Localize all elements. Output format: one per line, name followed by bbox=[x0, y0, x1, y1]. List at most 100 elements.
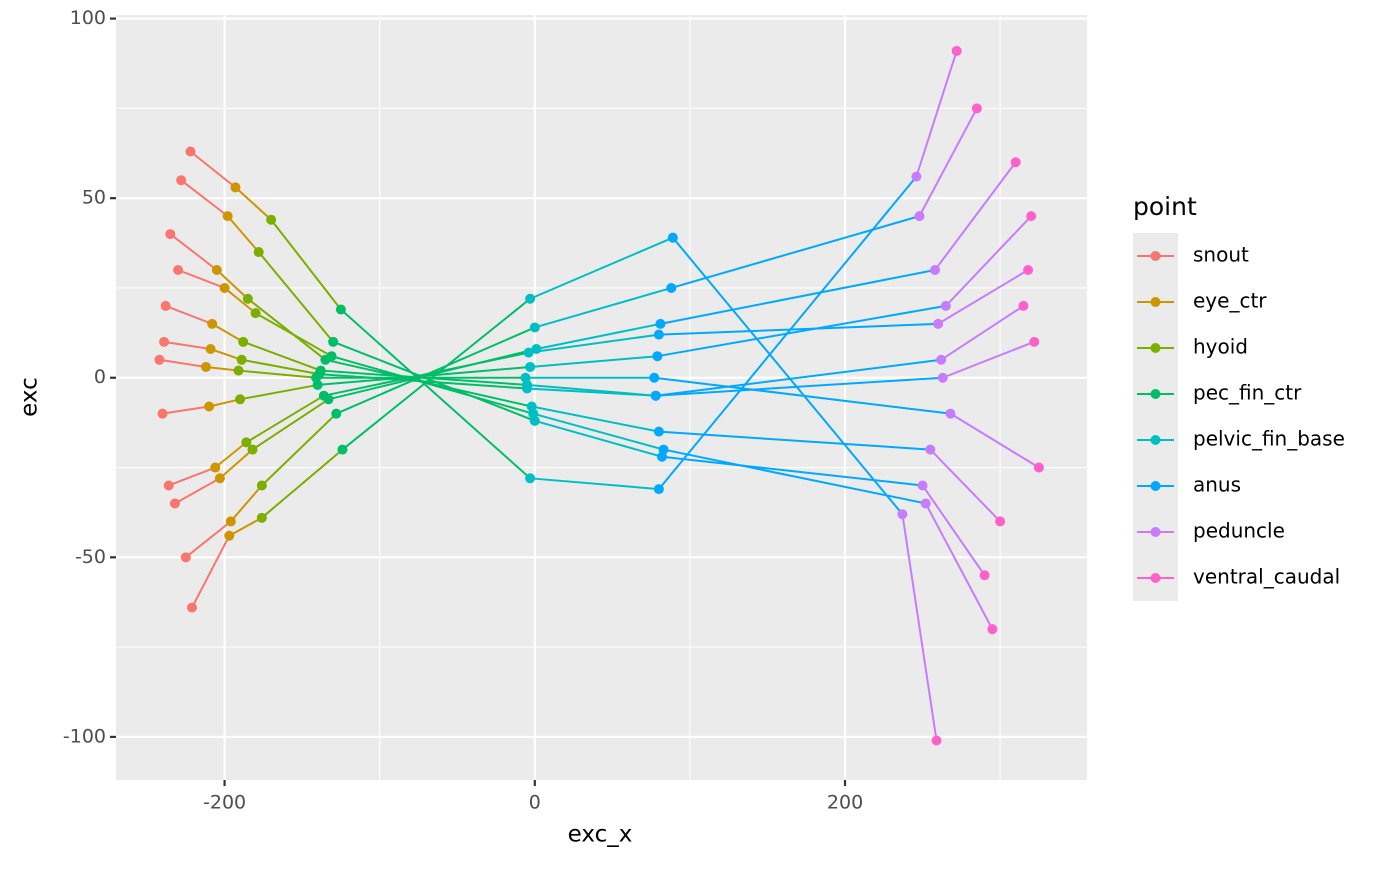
trace-segment bbox=[205, 365, 239, 372]
data-point bbox=[925, 444, 936, 455]
data-point bbox=[224, 530, 235, 541]
data-point bbox=[160, 300, 171, 311]
trace-segment bbox=[169, 233, 218, 271]
trace-segment bbox=[242, 340, 322, 372]
data-point bbox=[180, 552, 191, 563]
data-point bbox=[650, 390, 661, 401]
data-point bbox=[157, 408, 168, 419]
trace-segment bbox=[319, 373, 528, 390]
legend-key-point bbox=[1150, 481, 1161, 491]
data-point bbox=[163, 480, 174, 491]
data-point bbox=[165, 229, 176, 240]
trace-segment bbox=[230, 484, 263, 523]
trace-segment bbox=[331, 355, 534, 415]
data-point bbox=[914, 211, 925, 222]
trace-segment bbox=[239, 383, 318, 401]
trace-segment bbox=[340, 308, 531, 480]
trace-segment bbox=[261, 412, 337, 487]
data-point bbox=[933, 318, 944, 329]
data-point bbox=[331, 408, 342, 419]
trace-segment bbox=[168, 466, 216, 487]
trace-segment bbox=[534, 419, 663, 458]
data-point bbox=[653, 329, 664, 340]
data-point bbox=[528, 408, 539, 419]
data-point bbox=[233, 365, 244, 376]
data-point bbox=[917, 480, 928, 491]
data-point bbox=[200, 361, 211, 372]
y-tick-label: -50 bbox=[75, 546, 106, 568]
legend-label: pec_fin_ctr bbox=[1193, 381, 1302, 405]
trace-segment bbox=[174, 477, 221, 505]
trace-segment bbox=[937, 269, 1029, 325]
data-point bbox=[653, 426, 664, 437]
trace-segment bbox=[663, 448, 926, 505]
trace-segment bbox=[189, 150, 237, 189]
trace-segment bbox=[238, 369, 317, 379]
data-point bbox=[210, 462, 221, 473]
data-point bbox=[236, 354, 247, 365]
trace-segment bbox=[530, 355, 658, 368]
data-point bbox=[256, 512, 267, 523]
trace-segment bbox=[921, 484, 986, 576]
data-point bbox=[242, 293, 253, 304]
legend-key-point bbox=[1150, 527, 1161, 537]
trace-segment bbox=[655, 358, 942, 397]
data-point bbox=[653, 484, 664, 495]
data-point bbox=[940, 300, 951, 311]
legend-label: pelvic_fin_base bbox=[1193, 427, 1345, 451]
trace-segment bbox=[672, 237, 904, 515]
data-point bbox=[328, 336, 339, 347]
trace-segment bbox=[660, 269, 936, 325]
trace-segment bbox=[341, 297, 531, 451]
legend-key-point bbox=[1150, 573, 1161, 583]
data-point bbox=[655, 318, 666, 329]
trace-segment bbox=[658, 322, 939, 336]
data-point bbox=[335, 304, 346, 315]
trace-segment bbox=[177, 269, 225, 289]
data-point bbox=[256, 480, 267, 491]
x-tick-label: 0 bbox=[529, 792, 541, 814]
trace-segment bbox=[915, 50, 958, 177]
data-point bbox=[318, 390, 329, 401]
trace-segment bbox=[261, 448, 344, 519]
legend-key-background bbox=[1133, 233, 1178, 601]
data-point bbox=[266, 214, 277, 225]
data-point bbox=[235, 394, 246, 405]
trace-segment bbox=[208, 398, 241, 408]
x-tick-label: 200 bbox=[827, 792, 863, 814]
data-point bbox=[529, 322, 540, 333]
data-point bbox=[520, 372, 531, 383]
trace-segment bbox=[945, 215, 1032, 307]
data-point bbox=[523, 347, 534, 358]
legend-key-point bbox=[1150, 389, 1161, 399]
trace-segment bbox=[162, 405, 210, 415]
data-point bbox=[649, 372, 660, 383]
data-point bbox=[945, 408, 956, 419]
trace-segment bbox=[661, 455, 923, 487]
trace-segment bbox=[924, 502, 994, 630]
trace-segment bbox=[929, 448, 1001, 523]
trace-segment bbox=[180, 179, 229, 217]
data-point bbox=[230, 182, 241, 193]
legend-key-point bbox=[1150, 435, 1161, 445]
data-point bbox=[652, 351, 663, 362]
legend-key-point bbox=[1150, 251, 1161, 261]
legend-label: peduncle bbox=[1193, 519, 1285, 543]
data-point bbox=[211, 265, 222, 275]
legend-label: hyoid bbox=[1193, 335, 1248, 359]
data-point bbox=[337, 444, 348, 455]
data-point bbox=[525, 293, 536, 304]
trace-segment bbox=[655, 376, 943, 397]
data-point bbox=[205, 344, 216, 355]
trace-segment bbox=[940, 305, 1024, 361]
data-point bbox=[219, 282, 230, 293]
trace-segment bbox=[257, 251, 334, 343]
data-point bbox=[250, 308, 261, 319]
trace-segment bbox=[528, 333, 660, 354]
legend-title: point bbox=[1133, 192, 1197, 221]
trace-segment bbox=[654, 376, 951, 415]
y-axis-title: exc bbox=[17, 377, 43, 417]
data-point bbox=[987, 624, 998, 635]
trace-segment bbox=[901, 514, 938, 741]
data-point bbox=[522, 383, 533, 394]
